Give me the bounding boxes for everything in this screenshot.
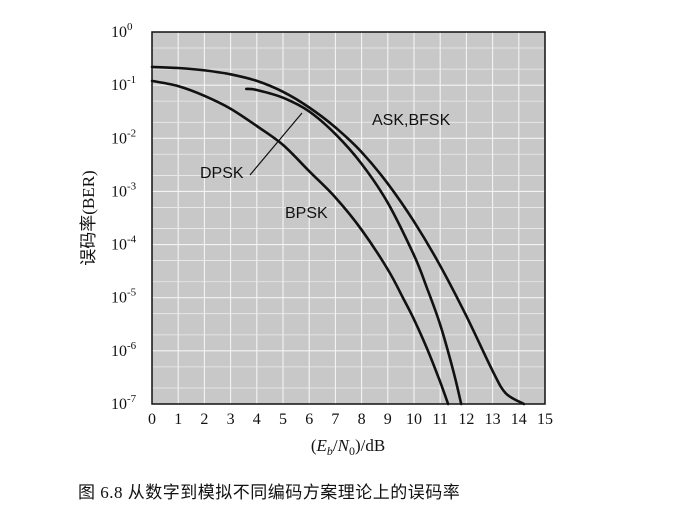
x-tick-label: 15 [537, 411, 553, 428]
ber-chart: 0 1 2 3 4 5 6 7 8 9 10 11 12 13 14 15 10010-110-210-310… [79, 21, 553, 458]
series-line-ask-bfsk [150, 65, 526, 406]
x-tick-label: 11 [432, 411, 447, 428]
series-annotations: ASK,BFSK DPSK BPSK [200, 112, 451, 222]
x-tick-label: 5 [279, 411, 287, 428]
x-tick-label: 3 [227, 411, 235, 428]
y-tick-label: 10-2 [111, 127, 136, 147]
figure-caption: 图 6.8 从数字到模拟不同编码方案理论上的误码率 [78, 483, 461, 502]
x-tick-label: 7 [331, 411, 339, 428]
x-tick-label: 9 [384, 411, 392, 428]
annotation-bpsk: BPSK [285, 205, 328, 222]
plot-background [152, 32, 545, 404]
x-tick-label: 0 [148, 411, 156, 428]
x-tick-label: 1 [174, 411, 182, 428]
series-lines [150, 65, 526, 406]
x-tick-label: 10 [406, 411, 422, 428]
y-tick-labels: 100 10-1 10-2 10-3 10-4 10-5 10-6 10-7 [111, 21, 137, 413]
y-tick-label: 10-6 [111, 340, 137, 360]
plot-frame [151, 31, 546, 405]
x-tick-labels: 0 1 2 3 4 5 6 7 8 9 10 11 12 13 14 15 [148, 411, 553, 428]
annotation-dpsk: DPSK [200, 165, 244, 182]
y-tick-label: 10-3 [111, 180, 137, 200]
y-tick-label: 10-4 [111, 234, 137, 254]
x-tick-label: 13 [485, 411, 501, 428]
series-line-bpsk [150, 79, 450, 406]
series-line-dpsk [245, 87, 463, 406]
x-tick-label: 14 [511, 411, 527, 428]
x-tick-label: 8 [358, 411, 366, 428]
y-tick-label: 10-7 [111, 393, 137, 413]
x-axis-label: (Eb/N0)/dB [311, 436, 385, 458]
x-tick-label: 6 [305, 411, 313, 428]
y-axis-label: 误码率(BER) [79, 170, 98, 265]
x-tick-label: 2 [200, 411, 208, 428]
x-tick-label: 12 [458, 411, 474, 428]
y-tick-label: 10-1 [111, 74, 136, 94]
y-tick-label: 100 [111, 21, 133, 41]
y-tick-label: 10-5 [111, 287, 137, 307]
x-tick-label: 4 [253, 411, 261, 428]
annotation-ask-bfsk: ASK,BFSK [372, 112, 451, 129]
annotation-leader-line [249, 112, 303, 176]
